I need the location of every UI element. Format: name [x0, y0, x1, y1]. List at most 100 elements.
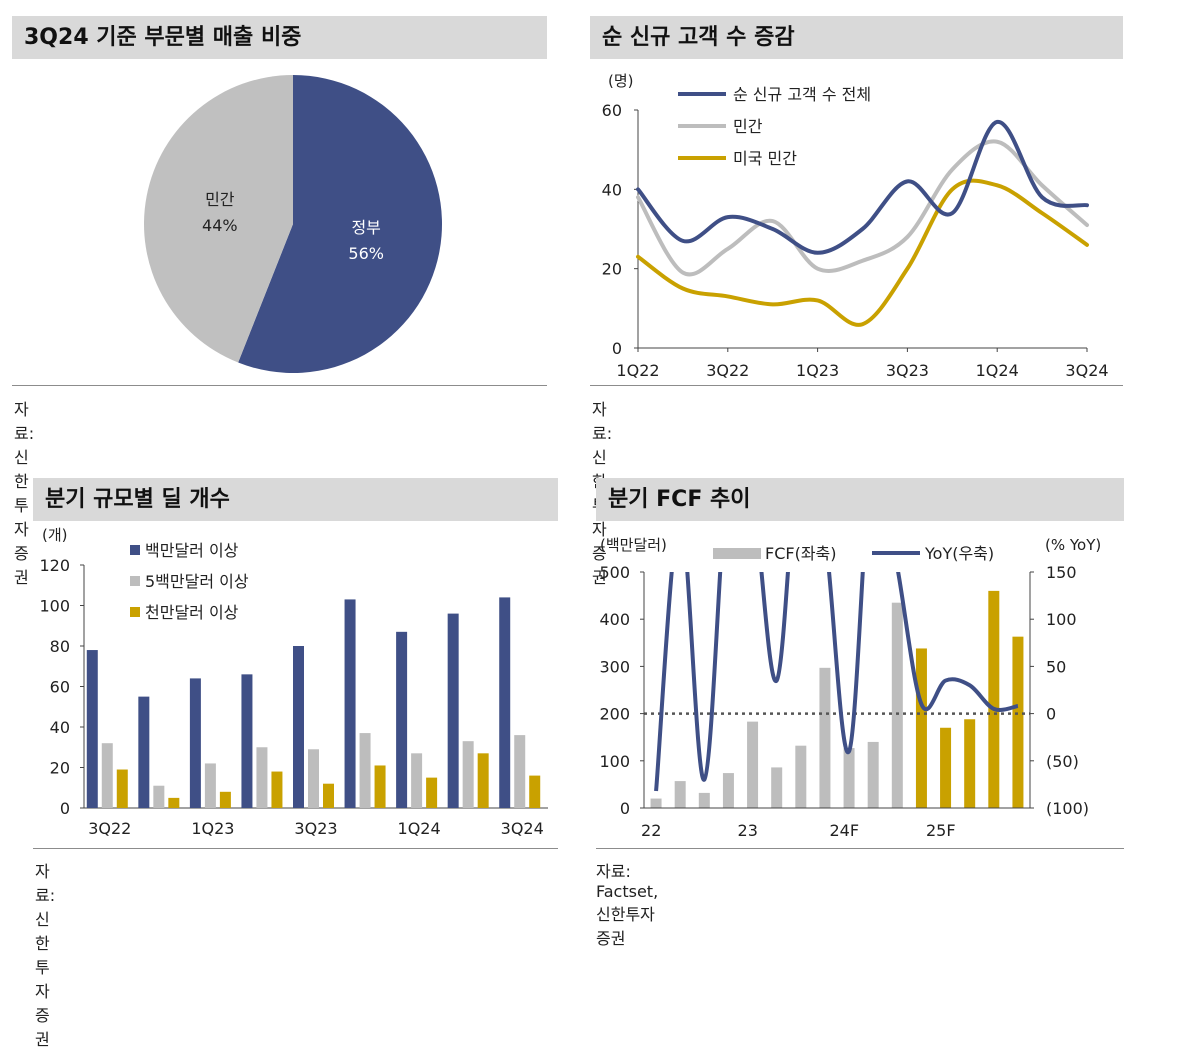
fcf-bar — [988, 590, 1000, 808]
fcf-bar — [940, 727, 952, 808]
y-axis-unit: (명) — [608, 72, 634, 90]
source-note: 자료: Factset, 신한투자증권 — [596, 862, 659, 948]
fcf-bar — [1012, 636, 1024, 808]
x-tick-label: 1Q24 — [976, 361, 1019, 380]
left-tick-label: 200 — [599, 705, 630, 724]
y-tick-label: 100 — [39, 597, 70, 616]
bar — [447, 613, 459, 808]
x-tick-label: 1Q22 — [616, 361, 659, 380]
x-tick-label: 22 — [641, 821, 661, 840]
right-tick-label: 150 — [1046, 563, 1077, 582]
bar — [168, 797, 180, 808]
fcf-bar — [722, 773, 734, 808]
legend-label: FCF(좌축) — [765, 544, 837, 563]
x-tick-label: 1Q23 — [191, 819, 234, 838]
x-tick-label: 1Q23 — [796, 361, 839, 380]
source-note: 자료: 신한투자증권 — [35, 862, 56, 1049]
bar — [138, 696, 150, 808]
y-tick-label: 20 — [602, 260, 622, 279]
bar — [462, 741, 474, 808]
y-tick-label: 0 — [612, 339, 622, 358]
bar — [153, 785, 165, 808]
bar — [514, 735, 526, 808]
slice-label: 민간 — [205, 190, 235, 209]
right-tick-label: 100 — [1046, 610, 1077, 629]
customers-line-chart: (명) 0 20 40 60 1Q22 3Q22 1Q23 3Q23 1Q24 3Q24 순 신규 고… — [602, 72, 1109, 380]
y-tick-label: 80 — [50, 637, 70, 656]
fcf-bar — [698, 792, 710, 808]
deals-bar-chart: (개) 0 20 40 60 80 100 120 3Q22 1Q23 3Q23 1Q24 3Q24 백만… — [39, 526, 548, 838]
y-axis-unit: (개) — [42, 526, 68, 544]
bar — [116, 769, 128, 808]
source-divider — [12, 385, 547, 386]
legend-swatch — [130, 545, 140, 555]
pie-chart: 정부 56% 민간 44% — [144, 75, 442, 373]
right-tick-label: (50) — [1046, 752, 1079, 771]
x-tick-label: 23 — [738, 821, 758, 840]
bar — [359, 733, 371, 808]
y-tick-label: 20 — [50, 759, 70, 778]
source-divider — [33, 848, 558, 849]
left-tick-label: 400 — [599, 610, 630, 629]
x-tick-label: 3Q23 — [294, 819, 337, 838]
bar — [308, 749, 319, 808]
bar — [426, 777, 438, 808]
y-tick-label: 60 — [602, 101, 622, 120]
right-tick-label: 0 — [1046, 705, 1056, 724]
legend-swatch — [130, 576, 140, 586]
series-line — [636, 178, 1089, 327]
bar — [241, 674, 253, 808]
yoy-line — [654, 572, 1019, 792]
fcf-bar — [747, 721, 759, 808]
pie-slice — [144, 75, 293, 363]
left-tick-label: 300 — [599, 657, 630, 676]
right-axis-unit: (% YoY) — [1045, 536, 1101, 554]
left-tick-label: 100 — [599, 752, 630, 771]
panel-title: 순 신규 고객 수 증감 — [590, 16, 1123, 59]
bar — [411, 753, 423, 808]
left-tick-label: 0 — [620, 799, 630, 818]
y-tick-label: 0 — [60, 799, 70, 818]
bar — [499, 597, 511, 808]
fcf-bar — [795, 745, 807, 808]
fcf-bar — [650, 798, 662, 808]
fcf-bar — [843, 748, 855, 808]
series-line — [636, 119, 1089, 255]
fcf-bar — [771, 767, 783, 808]
bar — [396, 631, 408, 808]
bar — [101, 743, 113, 808]
bar — [529, 775, 541, 808]
slice-label: 정부 — [351, 218, 380, 237]
legend-label: 순 신규 고객 수 전체 — [733, 85, 871, 104]
y-tick-label: 40 — [602, 180, 622, 199]
fcf-bar — [915, 648, 927, 808]
left-axis-unit: (백만달러) — [600, 536, 667, 554]
legend-label: 미국 민간 — [733, 149, 797, 168]
bar — [219, 791, 231, 808]
bar — [189, 678, 201, 808]
panel-title: 분기 규모별 딜 개수 — [33, 478, 558, 521]
fcf-combo-chart: (백만달러) (% YoY) 0 100 200 300 400 500 (100) (50) 0 5… — [599, 536, 1101, 840]
slice-value-label: 56% — [348, 244, 384, 263]
legend-label: YoY(우축) — [924, 544, 994, 563]
legend-label: 백만달러 이상 — [145, 541, 239, 560]
x-tick-label: 3Q24 — [1065, 361, 1108, 380]
left-tick-label: 500 — [599, 563, 630, 582]
bar — [293, 646, 304, 808]
x-tick-label: 3Q22 — [88, 819, 131, 838]
y-tick-label: 40 — [50, 718, 70, 737]
legend-label: 민간 — [733, 117, 763, 136]
fcf-bar — [819, 667, 831, 808]
bar — [86, 650, 98, 808]
right-tick-label: (100) — [1046, 799, 1089, 818]
bar — [323, 783, 334, 808]
series-line — [636, 139, 1089, 277]
fcf-bar — [891, 602, 903, 808]
bar — [374, 765, 386, 808]
source-divider — [590, 385, 1123, 386]
bar — [271, 771, 283, 808]
panel-title: 3Q24 기준 부문별 매출 비중 — [12, 16, 547, 59]
pie-slice — [238, 75, 442, 373]
x-tick-label: 3Q24 — [501, 819, 544, 838]
legend-swatch — [130, 607, 140, 617]
